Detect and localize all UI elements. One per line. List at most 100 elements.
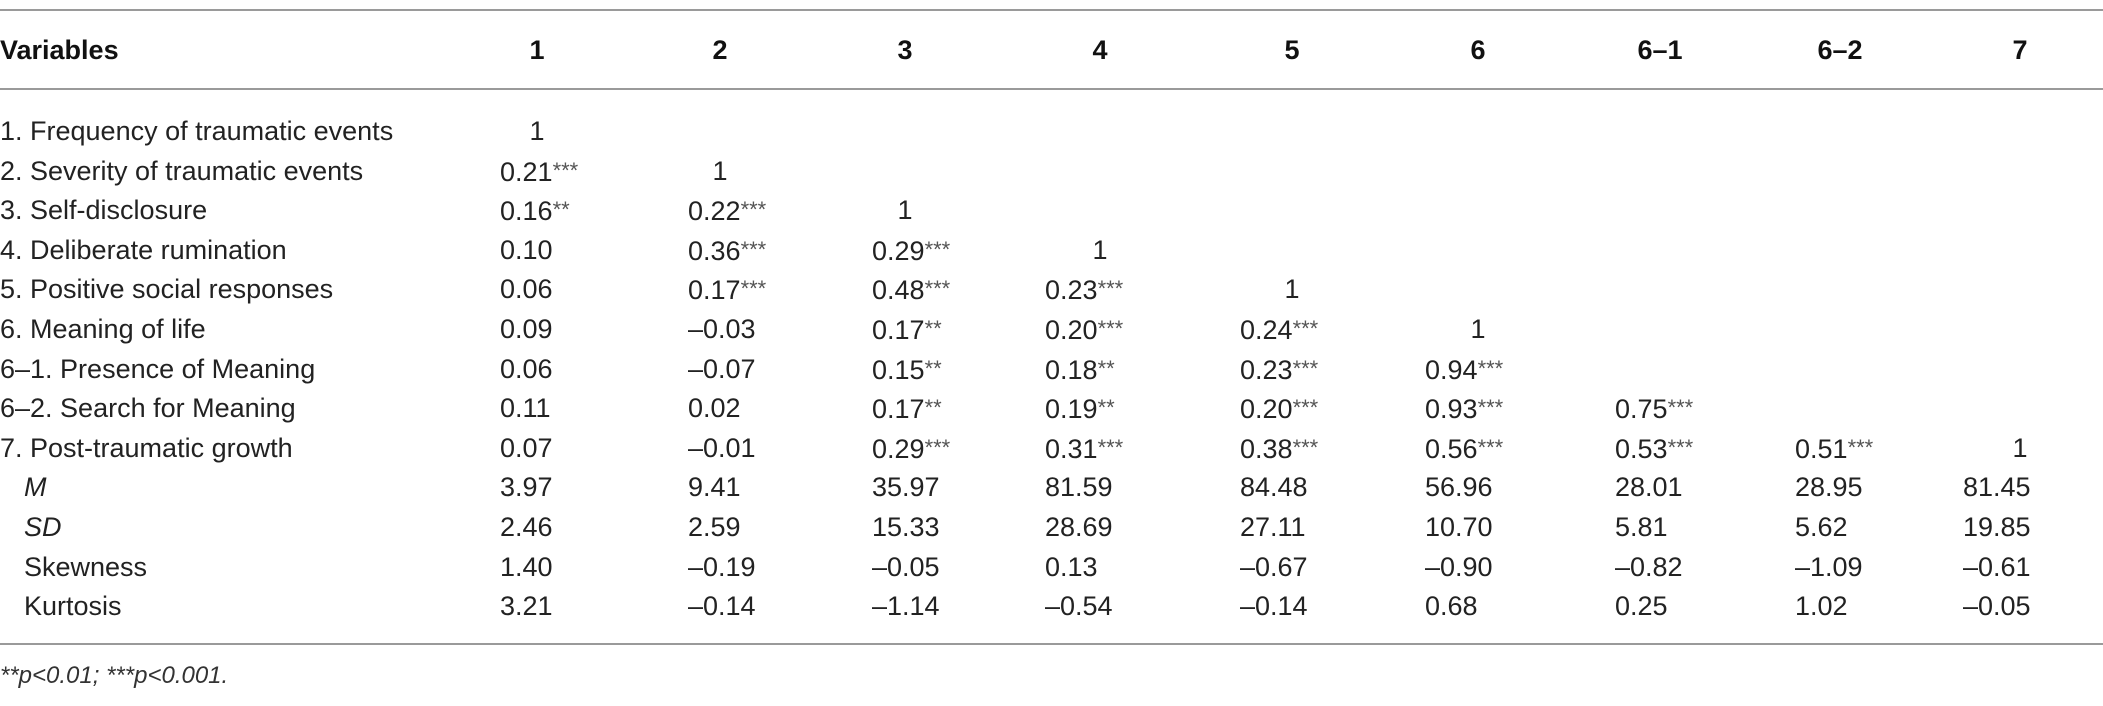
table-cell: 0.94*** [1425,349,1503,389]
table-cell: 0.19** [1045,388,1115,428]
table-row: 3. Self-disclosure 0.16** 0.22*** 1 [0,190,2103,230]
cell-value: 28.69 [1045,512,1113,542]
cell-value: –0.01 [688,432,756,463]
table-cell: 1 [492,111,582,151]
cell-value: 56.96 [1425,472,1493,503]
significance-stars: *** [1847,434,1874,460]
header-col-6: 6 [1470,35,1486,65]
table-row: 5. Positive social responses 0.06 0.17*** 0… [0,269,2103,309]
table-cell: 19.85 [1963,507,2031,547]
significance-stars: *** [1477,434,1504,460]
cell-value: 0.48 [872,275,925,306]
header-col-4: 4 [1092,35,1108,65]
table-cell: 2.59 [688,507,741,547]
table-row: 6. Meaning of life 0.09 –0.03 0.17** 0.20***… [0,309,2103,349]
table-cell: 0.17** [872,309,942,349]
table-top-rule [0,9,2103,11]
cell-value: 0.53 [1615,433,1668,464]
table-cell: 28.01 [1615,467,1683,507]
table-cell: –0.90 [1425,547,1493,587]
table-cell: 1 [1433,309,1523,349]
cell-value: 0.68 [1425,591,1478,622]
table-cell: 9.41 [688,467,741,507]
significance-stars: *** [740,276,767,302]
table-cell: 27.11 [1240,507,1306,547]
table-cell: 0.22*** [688,190,766,230]
cell-value: 0.31 [1045,433,1098,464]
table-cell: 0.06 [500,269,553,309]
row-label: 6–2. Search for Meaning [0,393,296,424]
table-cell: 5.62 [1795,507,1848,547]
cell-value: 0.94 [1425,354,1478,385]
cell-value: 0.21 [500,156,553,187]
cell-value: 0.17 [688,275,741,306]
cell-value: –1.14 [872,591,940,622]
cell-value: –0.07 [688,353,756,384]
cell-value: –0.67 [1240,551,1308,582]
header-col-5: 5 [1284,35,1300,65]
significance-stars: ** [1097,355,1115,381]
significance-stars: *** [924,236,951,262]
cell-value: 0.07 [500,432,553,463]
cell-value: 0.23 [1045,275,1098,306]
cell-value: –0.61 [1963,551,2031,582]
cell-value: 81.45 [1963,472,2031,503]
table-cell: –0.14 [688,586,756,626]
table-cell: –0.05 [1963,586,2031,626]
table-cell: 1.02 [1795,586,1848,626]
table-cell: 81.59 [1045,467,1113,507]
table-cell: 35.97 [872,467,940,507]
cell-value: 27.11 [1240,512,1306,542]
cell-value: 0.18 [1045,354,1098,385]
table-cell: 0.23*** [1240,349,1318,389]
cell-value: 0.75 [1615,394,1668,425]
table-cell: 0.75*** [1615,388,1693,428]
row-label: 6–1. Presence of Meaning [0,353,316,384]
cell-value: 0.09 [500,314,553,344]
table-cell: 1 [675,151,765,191]
cell-value: 3.97 [500,472,553,503]
table-cell: 15.33 [872,507,940,547]
header-col-7: 6–1 [1637,35,1683,65]
cell-value: 0.51 [1795,433,1848,464]
table-cell: 10.70 [1425,507,1493,547]
table-cell: 0.07 [500,428,553,468]
table-cell: 5.81 [1615,507,1668,547]
row-label: 6. Meaning of life [0,314,206,344]
header-col-1: 1 [529,35,545,65]
table-cell: 0.20*** [1240,388,1318,428]
table-header-rule [0,88,2103,90]
cell-value: –0.90 [1425,551,1493,582]
header-col-8: 6–2 [1817,35,1863,65]
significance-stars: *** [1097,434,1124,460]
table-cell: 0.53*** [1615,428,1693,468]
significance-stars: ** [1097,395,1115,421]
row-label: 7. Post-traumatic growth [0,432,293,463]
table-cell: 0.23*** [1045,269,1123,309]
significance-stars: *** [740,197,767,223]
cell-value: –0.14 [688,591,756,622]
table-cell: 2.46 [500,507,553,547]
cell-value: –0.05 [1963,591,2031,622]
cell-value: –0.14 [1240,591,1308,622]
cell-value: 0.11 [500,393,551,424]
significance-stars: *** [924,276,951,302]
cell-value: –0.82 [1615,551,1683,582]
table-cell: –0.14 [1240,586,1308,626]
significance-stars: ** [924,355,942,381]
row-label: M [24,472,47,503]
cell-value: –0.54 [1045,591,1113,622]
cell-value: 28.95 [1795,472,1863,503]
significance-stars: *** [1477,355,1504,381]
cell-value: 0.20 [1240,394,1293,425]
cell-value: 0.24 [1240,315,1293,345]
cell-value: 0.17 [872,315,925,345]
table-cell: 0.25 [1615,586,1668,626]
cell-value: 1.40 [500,551,553,582]
table-cell: –0.01 [688,428,756,468]
table-row: 1. Frequency of traumatic events 1 [0,111,2103,151]
table-cell: 81.45 [1963,467,2031,507]
table-cell: –0.03 [688,309,756,349]
table-cell: 0.56*** [1425,428,1503,468]
row-label: Skewness [24,551,148,582]
